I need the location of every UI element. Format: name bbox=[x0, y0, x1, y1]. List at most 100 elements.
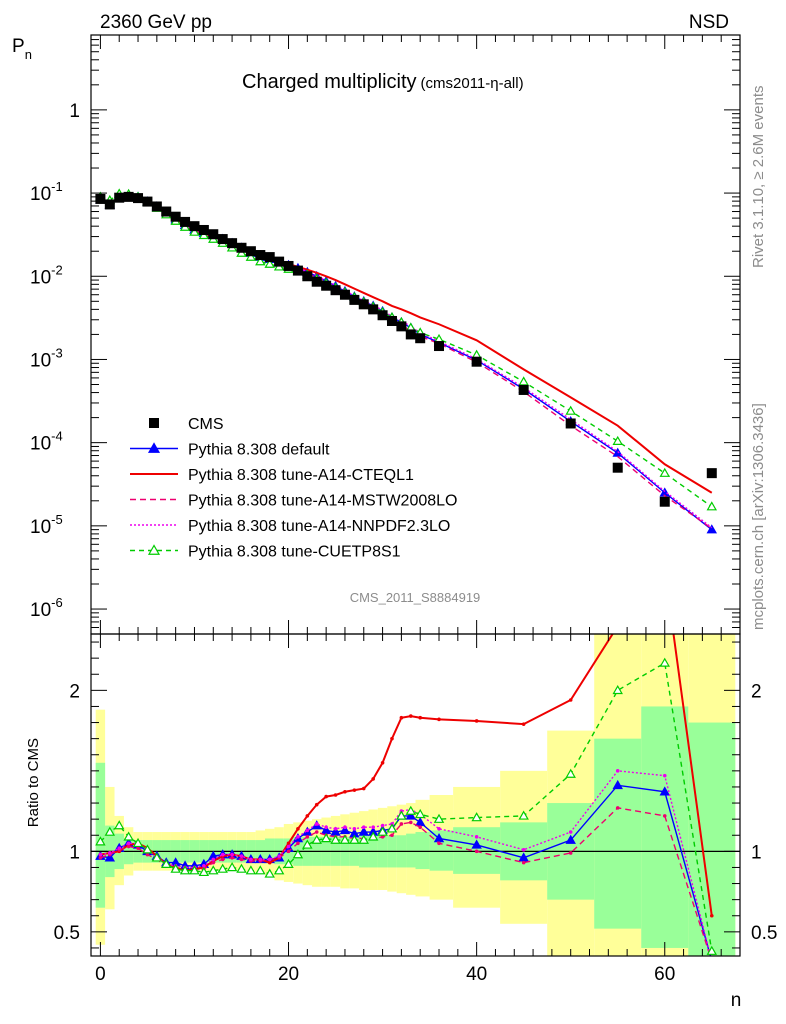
tick-base: 10 bbox=[30, 184, 51, 205]
legend: CMS Pythia 8.308 default Pythia 8.308 tune… bbox=[130, 416, 457, 561]
cms-data-point bbox=[330, 285, 341, 296]
green-band-bin bbox=[406, 833, 416, 868]
series-2-ratio-point bbox=[474, 849, 479, 854]
series-2-ratio-point bbox=[380, 835, 385, 839]
series-3-ratio-point bbox=[220, 852, 225, 857]
ratio-y-tick-label: 1 bbox=[69, 842, 80, 863]
cms-data-point bbox=[245, 246, 256, 257]
series-1-ratio-point bbox=[267, 860, 272, 865]
main-y-tick-label: 10-5 bbox=[30, 512, 63, 538]
series-3-ratio-point bbox=[568, 830, 573, 834]
series-4-ratio-marker bbox=[198, 866, 210, 877]
series-2-ratio-point bbox=[220, 857, 225, 862]
series-2-ratio-point bbox=[286, 849, 291, 854]
tick-exponent: -5 bbox=[51, 512, 63, 527]
series-1-ratio-point bbox=[399, 715, 404, 720]
ratio-uncertainty-bands bbox=[91, 634, 740, 956]
series-4-ratio-marker bbox=[405, 805, 417, 815]
series-3-ratio-point bbox=[211, 857, 216, 862]
tick-base: 10 bbox=[30, 600, 51, 621]
cms-data-point bbox=[321, 280, 332, 291]
series-2-ratio-point bbox=[615, 806, 620, 810]
main-y-tick-label: 10-6 bbox=[30, 595, 63, 621]
series-2-ratio-point bbox=[145, 852, 150, 857]
series-2-ratio-point bbox=[305, 835, 310, 839]
cms-data-point bbox=[104, 199, 115, 210]
series-4-ratio-marker bbox=[311, 834, 322, 844]
cms-data-point bbox=[311, 276, 322, 287]
cms-data-point bbox=[114, 192, 125, 203]
series-1-ratio-point bbox=[521, 722, 526, 726]
series-0-ratio-marker bbox=[405, 810, 417, 820]
green-band-bin bbox=[594, 738, 642, 929]
cms-data-point bbox=[227, 238, 238, 249]
main-y-tick-label: 10-2 bbox=[30, 262, 63, 288]
series-3-ratio-point bbox=[296, 835, 300, 839]
series-2-ratio-point bbox=[296, 841, 300, 846]
series-3-ratio-point bbox=[249, 857, 253, 862]
series-4-ratio-marker bbox=[292, 849, 304, 859]
legend-label-series-3: Pythia 8.308 tune-A14-NNPDF2.3LO bbox=[188, 518, 450, 535]
ratio-y-tick-label: 2 bbox=[69, 681, 80, 702]
series-3-ratio-point bbox=[230, 852, 234, 857]
x-axis-label: n bbox=[731, 990, 742, 1011]
cms-data-point bbox=[151, 201, 162, 212]
series-4-ratio-marker bbox=[255, 865, 266, 875]
series-2-ratio-point bbox=[136, 846, 140, 850]
series-0-ratio-marker bbox=[612, 779, 623, 790]
series-1-ratio-point bbox=[474, 719, 479, 723]
cms-data-point bbox=[133, 193, 144, 204]
series-4-ratio-marker bbox=[104, 826, 116, 836]
series-1-ratio-point bbox=[616, 624, 620, 628]
legend-label-series-1: Pythia 8.308 tune-A14-CTEQL1 bbox=[188, 467, 414, 484]
cms-data-point bbox=[180, 216, 191, 227]
series-2-ratio-point bbox=[437, 841, 441, 846]
cms-data-point bbox=[471, 356, 482, 367]
cms-data-point bbox=[302, 271, 313, 282]
main-y-tick-label: 10-1 bbox=[30, 179, 63, 205]
tick-base: 10 bbox=[30, 350, 51, 371]
ratio-y-label: Ratio to CMS bbox=[25, 738, 42, 827]
series-1-ratio-point bbox=[343, 789, 347, 794]
series-4-ratio-marker bbox=[226, 862, 238, 872]
cms-data-point bbox=[208, 229, 219, 240]
series-4-ratio-marker bbox=[132, 837, 144, 848]
series-1-ratio-point bbox=[333, 793, 338, 797]
series-4-ratio-marker bbox=[113, 820, 125, 830]
series-0-ratio-marker bbox=[471, 839, 482, 849]
series-3-ratio-point bbox=[202, 864, 206, 868]
legend-label-series-0: Pythia 8.308 default bbox=[188, 442, 330, 459]
series-1-ratio-point bbox=[663, 568, 667, 572]
series-4-ratio-marker bbox=[330, 834, 341, 844]
series-0-ratio-marker bbox=[339, 825, 351, 835]
series-4-ratio-marker bbox=[377, 826, 388, 836]
series-4-main-marker bbox=[255, 256, 266, 266]
series-3-ratio-point bbox=[267, 857, 272, 862]
series-0-main-marker bbox=[706, 524, 718, 534]
series-2-ratio-point bbox=[408, 820, 413, 825]
series-3-ratio-point bbox=[333, 827, 338, 831]
series-3-ratio-point bbox=[98, 852, 103, 857]
chart-title-main: Charged multiplicity bbox=[242, 71, 417, 93]
series-3-ratio-point bbox=[437, 827, 441, 831]
series-4-main-marker bbox=[565, 405, 576, 415]
green-band-bin bbox=[415, 832, 430, 870]
legend-label-series-2: Pythia 8.308 tune-A14-MSTW2008LO bbox=[188, 493, 457, 510]
series-4-ratio-marker bbox=[386, 823, 398, 833]
main-y-tick-label: 10-3 bbox=[30, 345, 63, 371]
series-1-ratio-point bbox=[361, 786, 366, 791]
series-4-ratio-marker bbox=[339, 834, 351, 844]
series-4-ratio-marker bbox=[170, 863, 181, 873]
series-4-ratio-marker bbox=[236, 863, 247, 873]
series-4-ratio-marker bbox=[367, 831, 379, 841]
series-2-ratio-point bbox=[418, 825, 423, 829]
series-0-ratio-marker bbox=[104, 852, 116, 862]
cms-data-point bbox=[189, 221, 200, 232]
series-4-ratio-marker bbox=[414, 808, 426, 819]
series-4-ratio-marker bbox=[706, 945, 718, 955]
cms-data-point bbox=[386, 315, 397, 326]
cms-data-point bbox=[283, 260, 294, 271]
series-0-ratio-marker bbox=[565, 834, 576, 844]
green-band-bin bbox=[641, 706, 689, 948]
series-4-ratio-marker bbox=[179, 865, 191, 875]
